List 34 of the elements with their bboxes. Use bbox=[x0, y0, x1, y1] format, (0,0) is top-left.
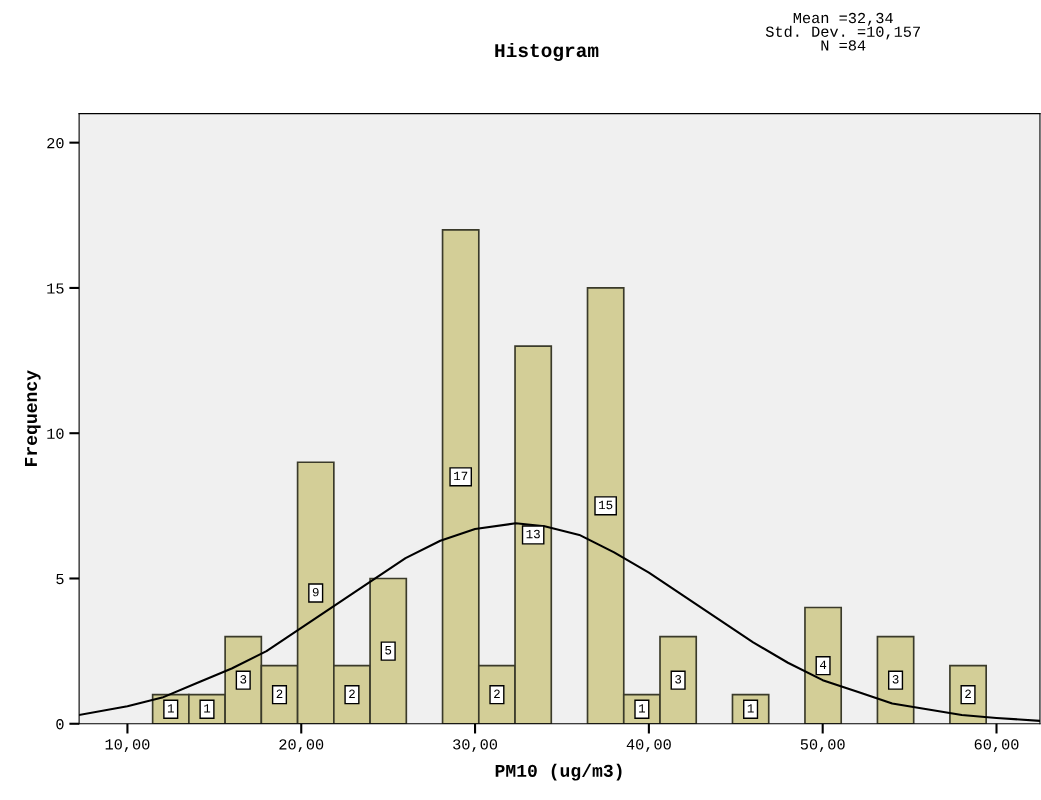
data-label: 9 bbox=[312, 587, 319, 597]
data-label: 2 bbox=[494, 689, 500, 698]
x-tick-label: 40,00 bbox=[626, 739, 671, 753]
x-axis-title: PM10 (ug/m3) bbox=[495, 763, 622, 781]
data-label: 17 bbox=[454, 471, 468, 481]
y-axis-title: Frequency bbox=[25, 370, 41, 466]
x-tick-label: 50,00 bbox=[800, 739, 845, 753]
data-label: 1 bbox=[639, 704, 646, 713]
data-label: 3 bbox=[240, 675, 247, 684]
x-tick-label: 20,00 bbox=[279, 739, 324, 753]
y-tick-label: 15 bbox=[47, 283, 64, 294]
data-label: 2 bbox=[349, 689, 355, 698]
data-label: 1 bbox=[167, 704, 174, 713]
data-label: 5 bbox=[385, 646, 392, 655]
data-label: 15 bbox=[599, 500, 613, 510]
x-tick-label: 30,00 bbox=[453, 739, 498, 753]
x-tick-label: 60,00 bbox=[974, 739, 1019, 753]
data-label: 3 bbox=[675, 675, 682, 684]
text: Mean =32,34 bbox=[793, 12, 893, 26]
data-label: 1 bbox=[747, 704, 754, 713]
data-label: 2 bbox=[965, 689, 971, 698]
data-label: 13 bbox=[526, 529, 540, 539]
x-tick-label: 10,00 bbox=[105, 739, 150, 753]
y-tick-label: 0 bbox=[56, 719, 64, 730]
text: N =84 bbox=[821, 40, 866, 51]
y-tick-label: 10 bbox=[47, 428, 64, 439]
data-label: 2 bbox=[276, 689, 283, 698]
text: Std. Dev. =10,157 bbox=[765, 25, 920, 40]
data-label: 4 bbox=[819, 660, 827, 669]
y-tick-label: 5 bbox=[56, 573, 64, 585]
data-label: 1 bbox=[204, 704, 211, 713]
data-label: 3 bbox=[892, 675, 899, 684]
chart-title: Histogram bbox=[495, 42, 599, 62]
y-tick-label: 20 bbox=[47, 137, 64, 149]
